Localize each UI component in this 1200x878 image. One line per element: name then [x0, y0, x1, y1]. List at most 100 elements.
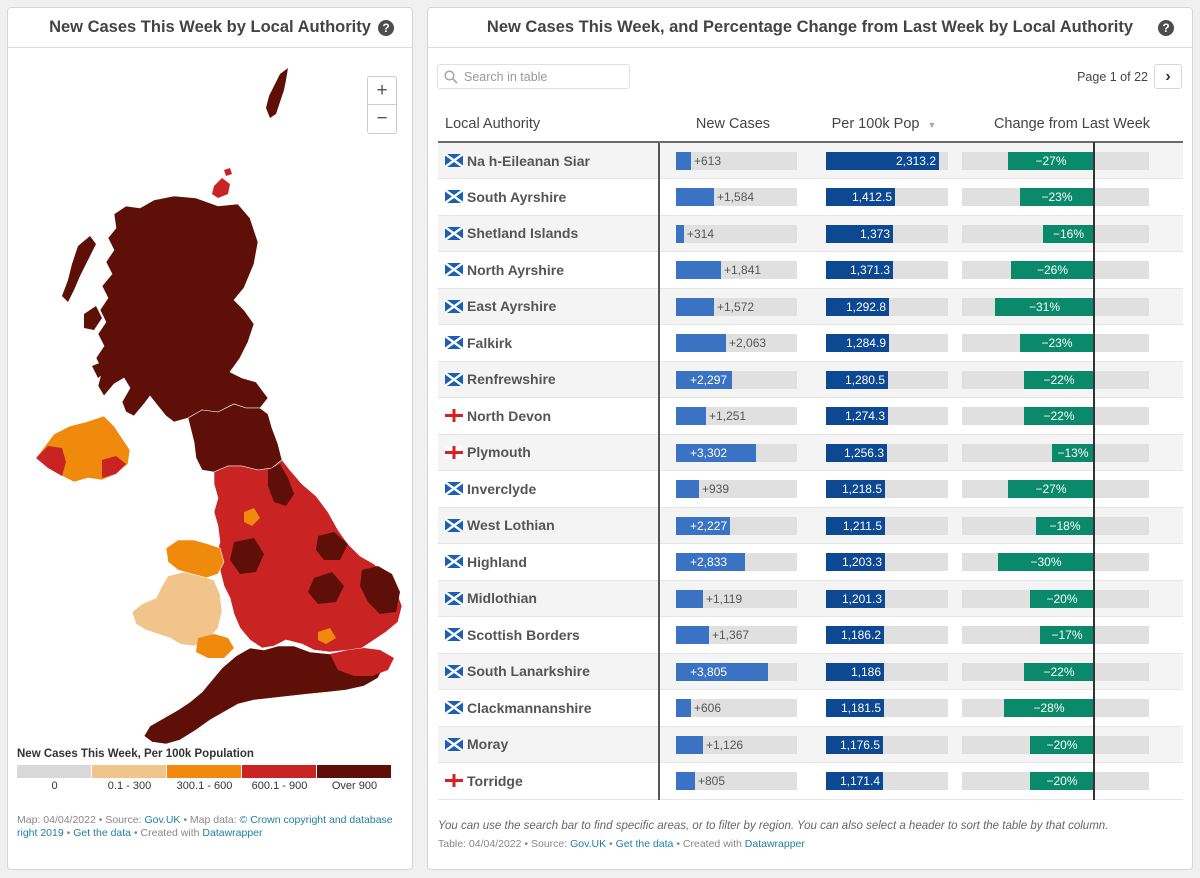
map-region-shetland[interactable]: [266, 68, 288, 118]
map-region-ni-south[interactable]: [102, 456, 126, 478]
new-cases-bar: [676, 735, 703, 754]
table-row[interactable]: Inverclyde +939 1,218.5 −27%: [438, 470, 1183, 508]
table-row[interactable]: Clackmannanshire +606 1,181.5 −28%: [438, 689, 1183, 727]
change-value: −27%: [1035, 482, 1067, 496]
col-header-per-100k[interactable]: Per 100k Pop ▼: [807, 106, 961, 143]
map-region-north-england[interactable]: [187, 403, 283, 473]
map-region-skye[interactable]: [84, 306, 102, 330]
zoom-in-button[interactable]: +: [368, 77, 396, 105]
search-input[interactable]: Search in table: [464, 70, 548, 84]
map-region-england-dark-c[interactable]: [230, 538, 264, 574]
new-cases-bar-track: +1,367: [676, 626, 797, 644]
map-region-england-dark-b[interactable]: [316, 532, 348, 560]
map-copyright-link[interactable]: © Crown copyright and database: [239, 814, 393, 826]
change-bar: [1030, 735, 1094, 754]
map-region-hotspot-b[interactable]: [318, 628, 336, 644]
map-region-england-dark-a[interactable]: [268, 464, 294, 506]
change-bar: [1011, 261, 1094, 279]
table-row[interactable]: East Ayrshire +1,572 1,292.8 −31%: [438, 287, 1183, 325]
map-region-east-anglia[interactable]: [360, 566, 400, 614]
map-region-ni-west[interactable]: [36, 446, 66, 476]
map-source-link[interactable]: Gov.UK: [144, 814, 181, 826]
change-bar: [995, 297, 1094, 316]
map-region-wales-north[interactable]: [165, 539, 225, 579]
table-row[interactable]: Moray +1,126 1,176.5 −20%: [438, 725, 1183, 763]
per-100k-bar-track: 2,313.2: [826, 152, 948, 170]
per-100k-value: 1,412.5: [851, 190, 892, 204]
table-footer-sep: •: [606, 838, 616, 850]
table-row[interactable]: North Ayrshire +1,841 1,371.3 −26%: [438, 251, 1183, 289]
authority-name: South Ayrshire: [467, 188, 567, 205]
table-row[interactable]: Renfrewshire +2,297 1,280.5 −22%: [438, 360, 1183, 398]
col-header-new-cases[interactable]: New Cases: [659, 106, 807, 143]
map-region-south-east[interactable]: [330, 648, 394, 676]
table-datawrapper-link[interactable]: Datawrapper: [744, 838, 805, 850]
change-bar-track: −26%: [962, 261, 1149, 279]
per-100k-bar: [826, 735, 883, 754]
cell-authority: Scottish Borders: [438, 616, 660, 653]
per-100k-bar: [826, 589, 885, 608]
table-row[interactable]: West Lothian +2,227 1,211.5 −18%: [438, 506, 1183, 544]
table-row[interactable]: South Ayrshire +1,584 1,412.5 −23%: [438, 178, 1183, 216]
change-axis-line: [1093, 324, 1095, 362]
scotland-flag-icon: [445, 482, 463, 496]
new-cases-bar: [676, 516, 730, 535]
map-region-islay[interactable]: [92, 362, 106, 378]
change-value: −16%: [1052, 226, 1085, 241]
col-header-local-authority[interactable]: Local Authority: [438, 106, 659, 143]
change-bar: [1008, 480, 1094, 498]
zoom-out-button[interactable]: −: [376, 108, 388, 129]
table-row[interactable]: Midlothian +1,119 1,201.3 −20%: [438, 579, 1183, 617]
map-datawrapper-link[interactable]: Datawrapper: [202, 827, 263, 839]
per-100k-bar-track: 1,373: [826, 224, 948, 243]
new-cases-bar: [676, 553, 745, 571]
map-region-orkney-small[interactable]: [224, 168, 232, 176]
table-row[interactable]: Torridge +805 1,171.4 −20%: [438, 762, 1183, 800]
scotland-flag-icon: [445, 153, 463, 167]
cell-authority: South Lanarkshire: [438, 653, 660, 690]
col-header-change[interactable]: Change from Last Week: [961, 106, 1183, 143]
map-get-data-link[interactable]: Get the data: [73, 827, 132, 839]
map-region-hotspot-a[interactable]: [244, 508, 260, 526]
table-row[interactable]: South Lanarkshire +3,805 1,186 −22%: [438, 652, 1183, 690]
uk-choropleth-map[interactable]: [18, 66, 408, 746]
search-box[interactable]: Search in table: [437, 64, 630, 89]
map-region-england-dark-d[interactable]: [308, 572, 344, 604]
scotland-flag-icon: [445, 737, 463, 751]
cell-new-cases: +314: [659, 215, 807, 252]
help-icon[interactable]: ?: [378, 20, 394, 36]
next-page-button[interactable]: ›: [1154, 64, 1182, 89]
map-copyright-link-2[interactable]: right 2019: [17, 827, 64, 839]
table-row[interactable]: Scottish Borders +1,367 1,186.2 −17%: [438, 616, 1183, 654]
help-icon[interactable]: ?: [1158, 20, 1174, 36]
change-axis-line: [1093, 214, 1095, 252]
cell-change: −22%: [961, 652, 1183, 690]
table-footer-prefix: Table: 04/04/2022 • Source:: [438, 838, 571, 850]
cell-authority: Shetland Islands: [438, 215, 660, 252]
authority-name: Highland: [467, 553, 527, 570]
per-100k-bar-track: 1,412.5: [826, 188, 948, 206]
legend-label: 600.1 - 900: [251, 780, 308, 792]
table-row[interactable]: Falkirk +2,063 1,284.9 −23%: [438, 324, 1183, 362]
table-get-data-link[interactable]: Get the data: [615, 838, 674, 850]
map-region-scotland[interactable]: [95, 195, 269, 423]
map-region-orkney[interactable]: [212, 178, 230, 198]
map-region-western-isles[interactable]: [62, 236, 96, 302]
cell-per-100k: 1,371.3: [807, 252, 961, 289]
map-region-south-west[interactable]: [143, 645, 385, 745]
per-100k-value: 1,218.5: [841, 482, 882, 496]
table-row[interactable]: North Devon +1,251 1,274.3 −22%: [438, 397, 1183, 435]
table-row[interactable]: Highland +2,833 1,203.3 −30%: [438, 543, 1183, 581]
legend-label: Over 900: [331, 780, 378, 792]
table-row[interactable]: Plymouth +3,302 1,256.3 −13%: [438, 433, 1183, 471]
table-row[interactable]: Shetland Islands +314 1,373 −16%: [438, 214, 1183, 252]
legend-title: New Cases This Week, Per 100k Population: [17, 748, 254, 760]
new-cases-value: +939: [702, 482, 730, 496]
table-source-link[interactable]: Gov.UK: [570, 838, 607, 850]
map-region-wales-mid[interactable]: [131, 571, 223, 647]
new-cases-value: +2,063: [729, 336, 767, 350]
change-value: −18%: [1049, 518, 1081, 533]
table-row[interactable]: Na h-Eileanan Siar +613 2,313.2 −27%: [438, 142, 1183, 179]
map-region-wales-south[interactable]: [196, 634, 234, 658]
change-bar: [1004, 699, 1094, 717]
